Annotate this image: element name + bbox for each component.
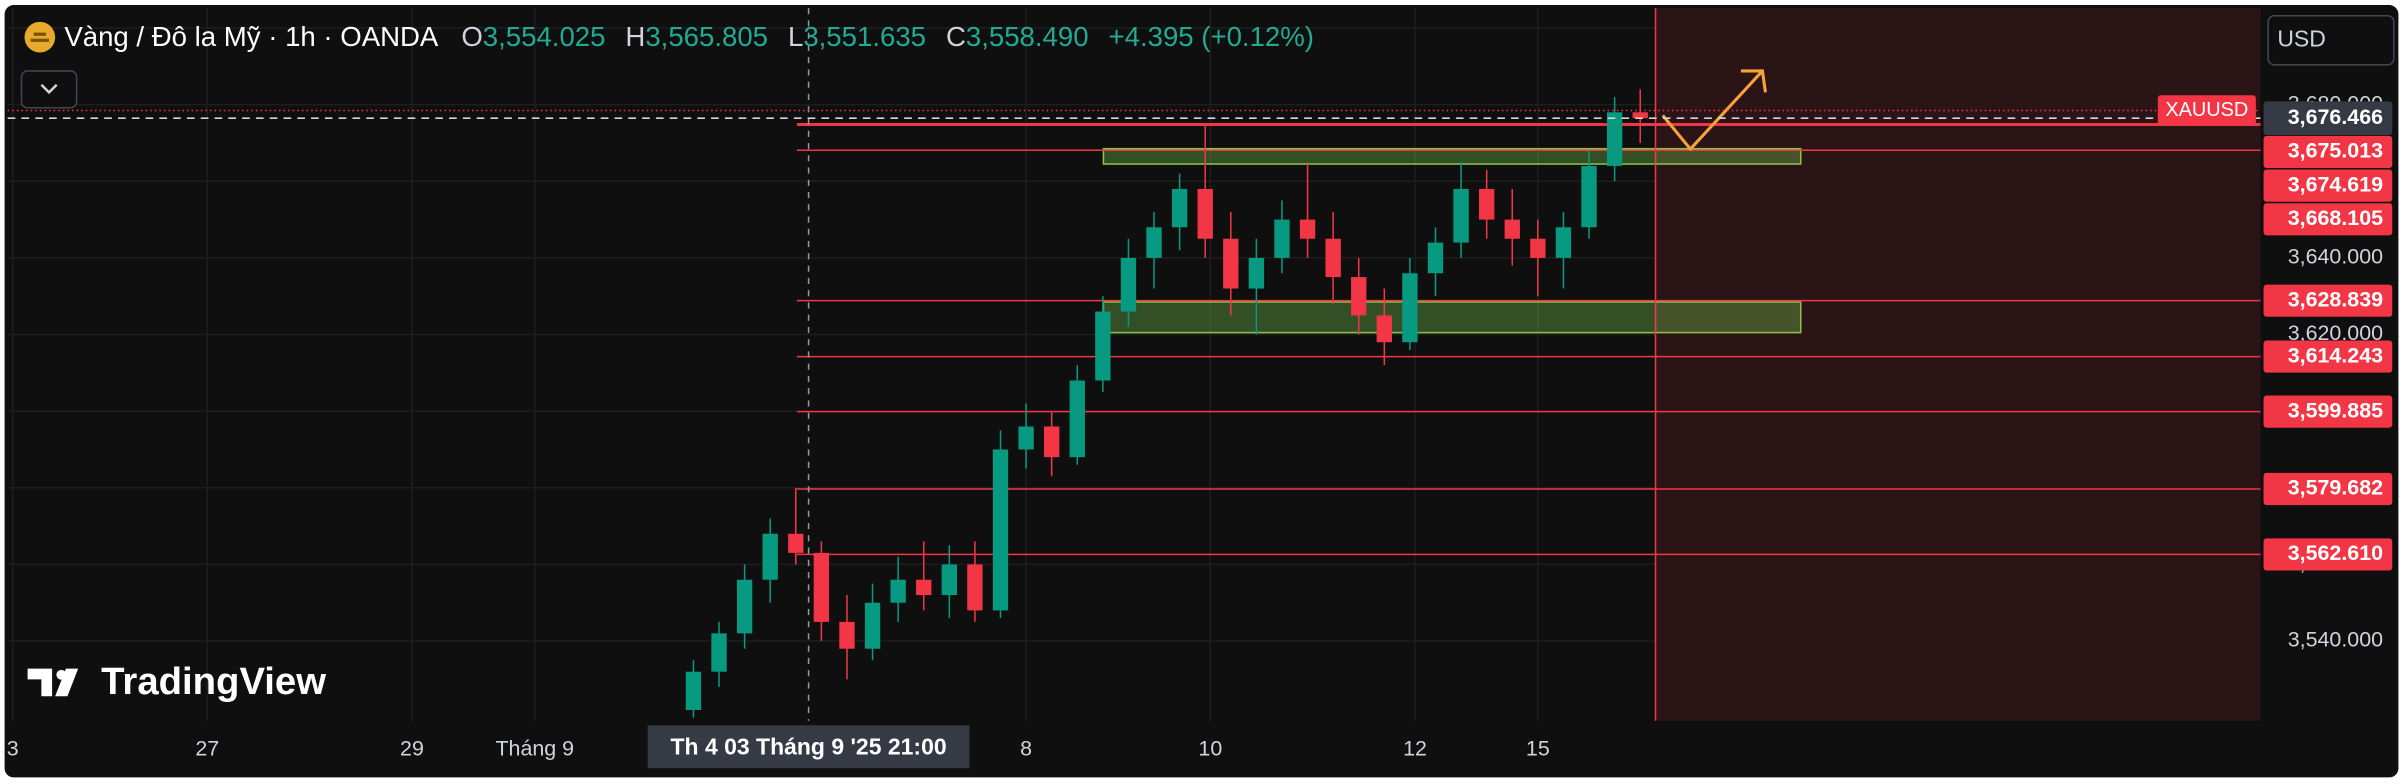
candle-body — [1453, 188, 1469, 243]
level-label-bg — [2263, 395, 2393, 428]
x-tick-label: 10 — [1198, 737, 1222, 761]
x-tick-label: 27 — [195, 737, 219, 761]
candle-body — [1223, 238, 1239, 289]
candle-body — [1325, 238, 1341, 278]
level-label-bg — [2263, 169, 2393, 202]
candle-body — [916, 579, 932, 596]
level-label: 3,668.105 — [2288, 206, 2383, 230]
symbol-tag-bg — [2157, 95, 2256, 126]
projection-arrow — [1661, 69, 1767, 152]
candle-body — [839, 621, 855, 649]
candle-body — [1530, 238, 1546, 258]
symbol-tag: XAUUSD — [2165, 99, 2248, 121]
change: +4.395 (+0.12%) — [1109, 21, 1314, 52]
chevron — [40, 83, 58, 95]
level-label: 3,579.682 — [2288, 476, 2383, 500]
y-tick-label: 3,540.000 — [2288, 628, 2383, 652]
candle-body — [736, 579, 753, 634]
candle-body — [967, 564, 983, 611]
level-label-bg — [2263, 203, 2393, 236]
ohlc-key: H — [625, 21, 645, 52]
last-price-label: 3,676.466 — [2288, 105, 2383, 129]
ohlc-key: L — [788, 21, 803, 52]
zone — [1102, 147, 1802, 165]
level-label: 3,562.610 — [2288, 541, 2383, 565]
candle-body — [1171, 188, 1188, 228]
ohlc-header: Vàng / Đô la Mỹ · 1h · OANDA O3,554.025 … — [64, 21, 1314, 52]
level-label-bg — [2263, 135, 2393, 168]
x-tick-label: Tháng 9 — [495, 737, 574, 761]
candle-body — [1146, 227, 1162, 258]
ohlc-value: 3,551.635 — [803, 21, 926, 52]
candle-body — [1248, 257, 1265, 289]
ohlc-key: O — [461, 21, 482, 52]
candle-body — [1274, 219, 1290, 258]
level-label: 3,675.013 — [2288, 139, 2383, 163]
level-label: 3,674.619 — [2288, 172, 2383, 196]
candle-body — [1095, 311, 1111, 381]
candle-body — [813, 552, 830, 622]
candle-body — [1606, 112, 1623, 166]
currency: USD — [2277, 25, 2326, 51]
candle-body — [711, 633, 727, 672]
watermark: TradingView — [101, 660, 326, 703]
x-tick-label: 3 — [7, 737, 19, 761]
candle-body — [1043, 426, 1060, 458]
ohlc-key: C — [946, 21, 966, 52]
x-tick-label: 29 — [400, 737, 424, 761]
logo-dot — [56, 669, 67, 680]
x-tick-label: 8 — [1020, 737, 1032, 761]
candle-body — [762, 533, 778, 580]
symbol-title: Vàng / Đô la Mỹ · 1h · OANDA — [64, 21, 439, 52]
collapse-button[interactable] — [20, 70, 78, 109]
currency-button[interactable] — [2267, 14, 2395, 66]
level-label-bg — [2263, 538, 2393, 571]
candle-body — [1299, 219, 1316, 239]
candle-body — [788, 533, 804, 553]
zone — [1102, 301, 1802, 334]
level-label-bg — [2263, 472, 2393, 506]
candle-body — [992, 449, 1009, 611]
candle-body — [1479, 188, 1495, 220]
candle-body — [1069, 380, 1085, 458]
level-label-bg — [2263, 340, 2393, 373]
ohlc-value: 3,554.025 — [483, 21, 606, 52]
y-tick-label: 3,640.000 — [2288, 245, 2383, 269]
candle-body — [1351, 277, 1367, 316]
ohlc-value: 3,558.490 — [966, 21, 1089, 52]
candle-body — [1197, 188, 1213, 239]
candle-body — [1555, 227, 1572, 258]
candle-body — [864, 602, 881, 649]
future-area — [1655, 8, 2261, 721]
x-tick-label: 12 — [1403, 737, 1427, 761]
symbol-icon — [24, 21, 56, 53]
candle-body — [1504, 219, 1520, 239]
last-price-bg — [2263, 101, 2393, 136]
level-label: 3,628.839 — [2288, 287, 2383, 311]
candle-body — [1402, 273, 1418, 343]
candle-body — [1632, 112, 1648, 119]
candle-body — [1581, 165, 1597, 228]
level-label: 3,614.243 — [2288, 343, 2383, 367]
crosshair-label: Th 4 03 Tháng 9 '25 21:00 — [671, 733, 947, 759]
symbol-icon-glyph — [30, 32, 50, 42]
candle-body — [941, 564, 957, 596]
x-tick-label: 15 — [1526, 737, 1550, 761]
candle-body — [1376, 315, 1393, 343]
candle-body — [685, 671, 702, 710]
candle-body — [1427, 242, 1444, 274]
ohlc-value: 3,565.805 — [645, 21, 768, 52]
candle-body — [1018, 426, 1034, 450]
level-label: 3,599.885 — [2288, 398, 2383, 422]
candle-body — [1120, 257, 1137, 312]
crosshair-label-bg — [647, 725, 970, 769]
level-label-bg — [2263, 284, 2393, 317]
candle-body — [890, 579, 906, 603]
